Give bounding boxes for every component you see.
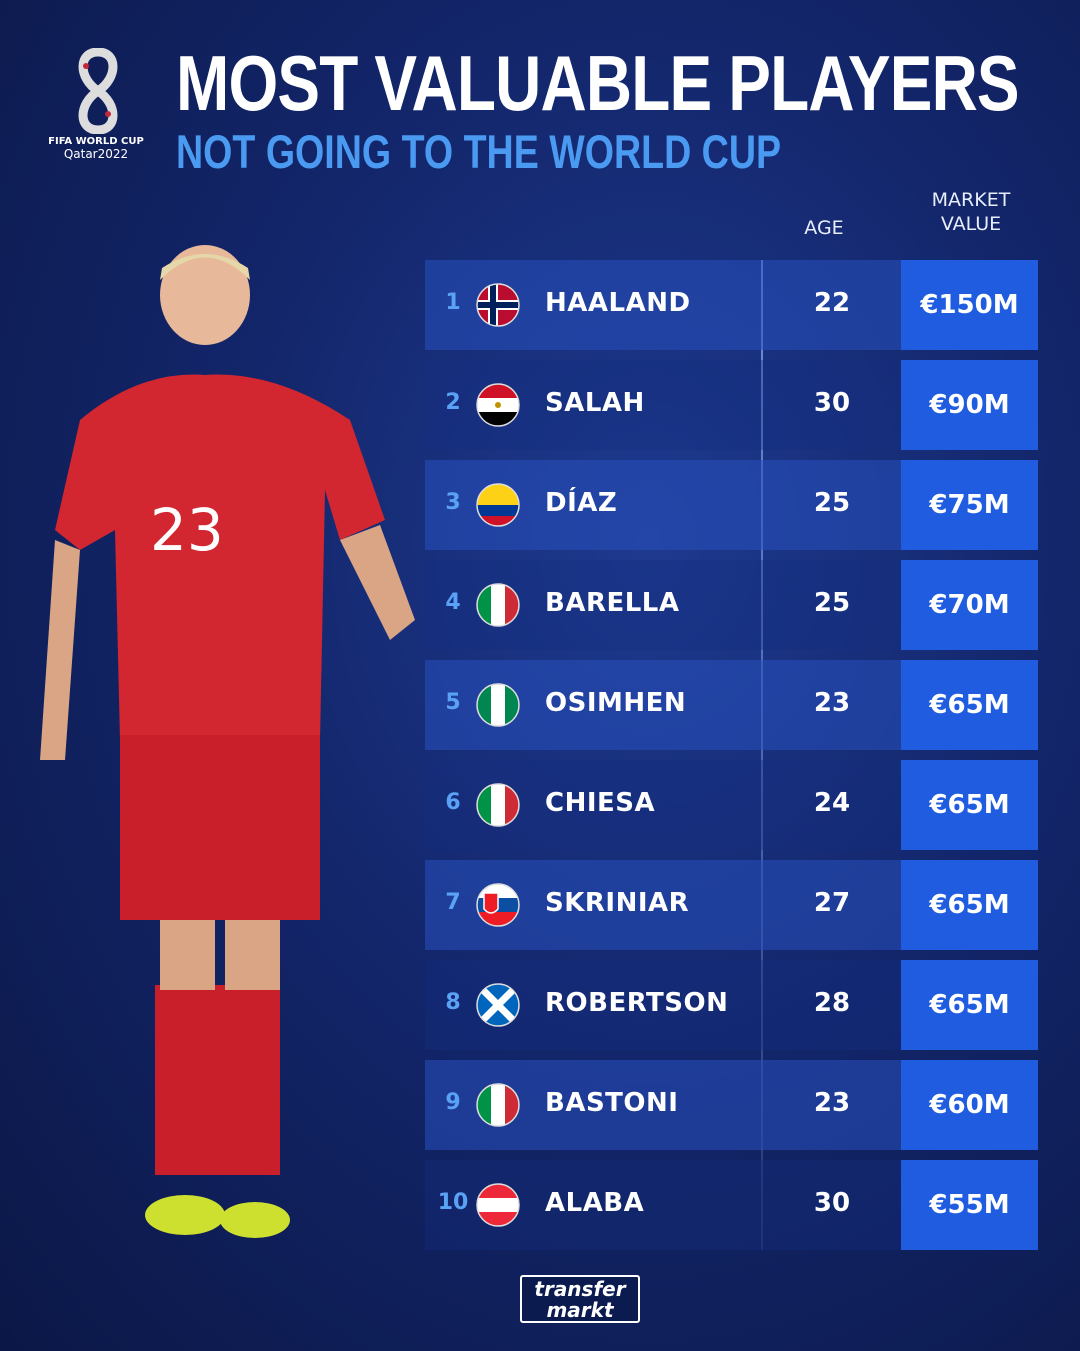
logo-line2: Qatar2022 <box>63 147 129 161</box>
player-name: BASTONI <box>545 1088 679 1118</box>
player-age: 28 <box>813 988 851 1018</box>
table-row: 2 SALAH 30 €90M <box>425 360 1038 450</box>
player-name: DÍAZ <box>545 488 618 518</box>
column-header-line: MARKET <box>931 189 1011 211</box>
shirt-number: 23 <box>150 496 224 564</box>
column-header-market-value: MARKET VALUE <box>901 188 1041 236</box>
brand-line1: transfer <box>534 1277 626 1301</box>
logo-text: FIFA WORLD CUP Qatar2022 <box>44 136 148 160</box>
player-age: 30 <box>813 1188 851 1218</box>
column-header-line: VALUE <box>940 213 1002 235</box>
rank: 10 <box>437 1190 469 1215</box>
flag-colombia-icon <box>476 483 520 527</box>
rank: 4 <box>445 590 461 615</box>
player-age: 22 <box>813 288 851 318</box>
market-value: €90M <box>901 360 1038 450</box>
table-row: 10 ALABA 30 €55M <box>425 1160 1038 1250</box>
table-row: 7 SKRINIAR 27 €65M <box>425 860 1038 950</box>
flag-egypt-icon <box>476 383 520 427</box>
table-row: 9 BASTONI 23 €60M <box>425 1060 1038 1150</box>
market-value: €150M <box>901 260 1038 350</box>
player-name: BARELLA <box>545 588 680 618</box>
player-age: 23 <box>813 688 851 718</box>
player-age: 25 <box>813 588 851 618</box>
flag-scotland-icon <box>476 983 520 1027</box>
player-name: HAALAND <box>545 288 691 318</box>
table-row: 6 CHIESA 24 €65M <box>425 760 1038 850</box>
column-header-age: AGE <box>804 217 844 239</box>
flag-italy-icon <box>476 783 520 827</box>
table-row: 4 BARELLA 25 €70M <box>425 560 1038 650</box>
market-value: €65M <box>901 860 1038 950</box>
player-name: SKRINIAR <box>545 888 690 918</box>
player-name: OSIMHEN <box>545 688 687 718</box>
player-name: SALAH <box>545 388 645 418</box>
player-age: 23 <box>813 1088 851 1118</box>
rank: 6 <box>445 790 461 815</box>
flag-italy-icon <box>476 1083 520 1127</box>
player-name: ROBERTSON <box>545 988 729 1018</box>
rank: 8 <box>445 990 461 1015</box>
page-title: MOST VALUABLE PLAYERS <box>176 39 1020 127</box>
player-image: 23 <box>40 245 415 1238</box>
logo-fifa-world-cup <box>76 47 120 138</box>
flag-italy-icon <box>476 583 520 627</box>
market-value: €65M <box>901 960 1038 1050</box>
market-value: €75M <box>901 460 1038 550</box>
column-divider <box>761 260 763 1250</box>
rank: 7 <box>445 890 461 915</box>
market-value: €65M <box>901 760 1038 850</box>
rank: 9 <box>445 1090 461 1115</box>
rank: 3 <box>445 490 461 515</box>
table-row: 5 OSIMHEN 23 €65M <box>425 660 1038 750</box>
rank: 2 <box>445 390 461 415</box>
player-name: ALABA <box>545 1188 645 1218</box>
player-name: CHIESA <box>545 788 656 818</box>
player-age: 30 <box>813 388 851 418</box>
rank: 5 <box>445 690 461 715</box>
flag-austria-icon <box>476 1183 520 1227</box>
transfermarkt-logo: transfer markt <box>520 1275 640 1323</box>
logo-line1: FIFA WORLD CUP <box>48 136 144 147</box>
market-value: €55M <box>901 1160 1038 1250</box>
flag-nigeria-icon <box>476 683 520 727</box>
market-value: €60M <box>901 1060 1038 1150</box>
table-row: 8 ROBERTSON 28 €65M <box>425 960 1038 1050</box>
flag-norway-icon <box>476 283 520 327</box>
player-age: 27 <box>813 888 851 918</box>
rank: 1 <box>445 290 461 315</box>
table-row: 3 DÍAZ 25 €75M <box>425 460 1038 550</box>
player-age: 25 <box>813 488 851 518</box>
player-age: 24 <box>813 788 851 818</box>
page-subtitle: NOT GOING TO THE WORLD CUP <box>176 125 782 178</box>
market-value: €70M <box>901 560 1038 650</box>
flag-slovakia-icon <box>476 883 520 927</box>
market-value: €65M <box>901 660 1038 750</box>
table-row: 1 HAALAND 22 €150M <box>425 260 1038 350</box>
brand-line2: markt <box>546 1298 614 1322</box>
